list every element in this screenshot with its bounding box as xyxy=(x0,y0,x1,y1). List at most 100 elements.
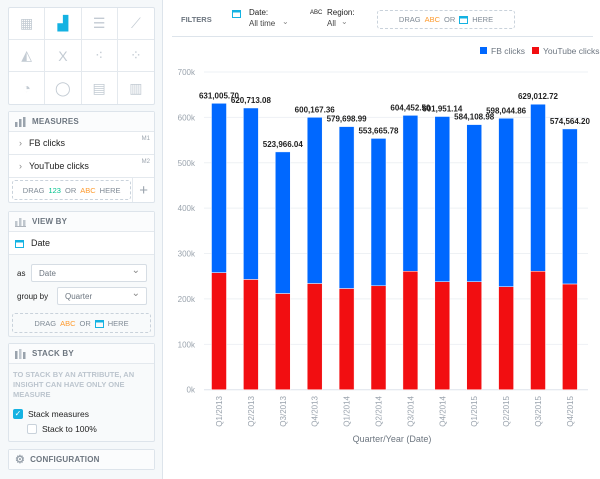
group-by-select[interactable]: Quarter xyxy=(57,287,147,305)
y-tick-label: 700k xyxy=(178,68,196,77)
viz-type-scatter[interactable]: ⁖ xyxy=(81,40,118,72)
y-tick-label: 600k xyxy=(178,113,196,122)
stack-by-section: STACK BY TO STACK BY AN ATTRIBUTE, AN IN… xyxy=(8,343,155,442)
plus-icon: + xyxy=(139,181,149,199)
pie-chart-icon: ◔ xyxy=(22,80,31,96)
bar-fb-clicks xyxy=(466,124,482,282)
stack-by-icon xyxy=(15,348,26,359)
viz-type-area[interactable]: ◭ xyxy=(9,40,46,72)
bar-fb-clicks xyxy=(370,138,387,287)
y-tick-label: 100k xyxy=(178,340,196,349)
y-tick-label: 500k xyxy=(178,159,196,168)
total-data-label: 601,951.14 xyxy=(422,105,463,114)
calendar-icon xyxy=(459,16,469,24)
attribute-badge: ABC xyxy=(310,10,323,16)
filters-bar: FILTERS Date: All time ⌄ ABC Region: All… xyxy=(172,0,593,37)
region-filter[interactable]: ABC Region: All ⌄ xyxy=(310,7,365,31)
group-by-label: group by xyxy=(17,292,49,301)
viz-type-donut[interactable]: ◯ xyxy=(45,72,82,104)
measure-tag: M1 xyxy=(141,136,150,142)
measures-section: MEASURES › FB clicks M1 › YouTube clicks M2 … xyxy=(8,111,155,203)
measures-drop-zone[interactable]: DRAG 123 OR ABC HERE xyxy=(12,180,132,200)
filters-drop-zone[interactable]: DRAG ABC OR HERE xyxy=(377,10,515,29)
date-dimension-select[interactable]: Date xyxy=(31,264,147,282)
measure-item-fb-clicks[interactable]: › FB clicks M1 xyxy=(9,132,154,155)
bar-fb-clicks xyxy=(338,126,355,289)
donut-chart-icon: ◯ xyxy=(55,79,71,96)
total-data-label: 600,167.36 xyxy=(295,105,336,114)
column-chart-icon: ▟ xyxy=(57,15,69,31)
here-text: HERE xyxy=(107,318,129,328)
drag-text: DRAG xyxy=(22,185,45,195)
bar-youtube-clicks xyxy=(466,281,482,390)
viz-type-pie[interactable]: ◔ xyxy=(9,72,46,104)
drag-text: DRAG xyxy=(34,318,57,328)
bar-fb-clicks xyxy=(275,151,291,294)
region-filter-label: Region: xyxy=(327,8,355,17)
x-tick-label: Q1/2014 xyxy=(343,395,352,426)
date-filter[interactable]: Date: All time ⌄ xyxy=(232,7,292,31)
or-text: OR xyxy=(64,185,77,195)
chevron-right-icon: › xyxy=(19,138,22,148)
bar-youtube-clicks xyxy=(402,270,419,390)
measures-icon xyxy=(15,116,26,127)
bar-youtube-clicks xyxy=(562,283,578,390)
x-tick-label: Q1/2013 xyxy=(215,395,224,426)
line-chart-icon: ⟋ xyxy=(130,15,141,31)
heatmap-chart-icon: ▥ xyxy=(129,79,143,96)
view-by-item-date[interactable]: Date xyxy=(9,232,154,255)
x-tick-label: Q2/2013 xyxy=(247,395,256,426)
visualization-type-picker: ▦ ▟ ☰ ⟋ ◭ X ⁖ ⁘ ◔ ◯ ▤ ▥ xyxy=(8,7,155,105)
main-area: FILTERS Date: All time ⌄ ABC Region: All… xyxy=(164,0,600,479)
y-tick-label: 300k xyxy=(178,250,196,259)
stack-measures-checkbox[interactable]: ✓ Stack measures xyxy=(13,409,89,419)
as-label: as xyxy=(17,269,26,278)
measure-item-youtube-clicks[interactable]: › YouTube clicks M2 xyxy=(9,155,154,178)
bar-youtube-clicks xyxy=(275,293,291,390)
calendar-icon xyxy=(94,319,104,328)
legend-label-youtube-clicks: YouTube clicks xyxy=(543,46,600,56)
bar-fb-clicks xyxy=(434,116,451,282)
viz-type-table[interactable]: ▦ xyxy=(9,8,46,40)
configuration-header[interactable]: ⚙ CONFIGURATION xyxy=(9,450,154,469)
view-by-drop-zone[interactable]: DRAG ABC OR HERE xyxy=(12,313,151,333)
bubble-chart-icon: ⁘ xyxy=(130,47,142,63)
or-text: OR xyxy=(444,15,456,24)
add-measure-button[interactable]: + xyxy=(132,178,154,202)
total-data-label: 579,698.99 xyxy=(327,115,368,124)
viz-type-line[interactable]: ⟋ xyxy=(117,8,154,40)
x-axis-title: Quarter/Year (Date) xyxy=(353,434,432,444)
chevron-down-icon: ⌄ xyxy=(341,17,348,26)
stack-to-100-checkbox[interactable]: Stack to 100% xyxy=(27,424,97,434)
x-tick-label: Q2/2015 xyxy=(502,395,511,426)
stack-by-note: TO STACK BY AN ATTRIBUTE, AN INSIGHT CAN… xyxy=(13,370,135,399)
total-data-label: 629,012.72 xyxy=(518,92,559,101)
viz-type-column[interactable]: ▟ xyxy=(45,8,82,40)
viz-type-bubble[interactable]: ⁘ xyxy=(117,40,154,72)
bar-fb-clicks xyxy=(402,115,419,272)
viz-type-treemap[interactable]: ▤ xyxy=(82,72,118,104)
stacked-column-chart: 0k 100k 200k 300k 400k 500k 600k 700k 631,005.70… xyxy=(178,46,600,444)
viz-type-bar[interactable]: ☰ xyxy=(81,8,118,40)
area-chart-icon: ◭ xyxy=(21,47,33,63)
viz-type-heatmap[interactable]: ▥ xyxy=(118,72,154,104)
x-tick-label: Q1/2015 xyxy=(470,395,479,426)
view-by-section: VIEW BY Date as Date group by Quarter DR… xyxy=(8,211,155,337)
date-filter-label: Date: xyxy=(249,8,269,17)
checkbox-icon xyxy=(27,424,37,434)
y-tick-label: 0k xyxy=(187,386,196,395)
x-tick-label: Q4/2015 xyxy=(566,395,575,426)
group-by-value: Quarter xyxy=(65,291,93,301)
total-data-label: 584,108.98 xyxy=(454,113,495,122)
configuration-section[interactable]: ⚙ CONFIGURATION xyxy=(8,449,155,470)
view-by-icon xyxy=(15,217,26,227)
bar-youtube-clicks xyxy=(434,281,451,390)
measures-header: MEASURES xyxy=(9,112,154,132)
date-filter-value: All time xyxy=(249,19,276,28)
calendar-icon xyxy=(15,239,24,248)
x-tick-label: Q3/2015 xyxy=(534,395,543,426)
attribute-badge: ABC xyxy=(60,318,76,328)
stack-to-100-label: Stack to 100% xyxy=(42,424,97,434)
x-tick-label: Q2/2014 xyxy=(375,395,384,426)
viz-type-headline[interactable]: X xyxy=(45,40,82,72)
